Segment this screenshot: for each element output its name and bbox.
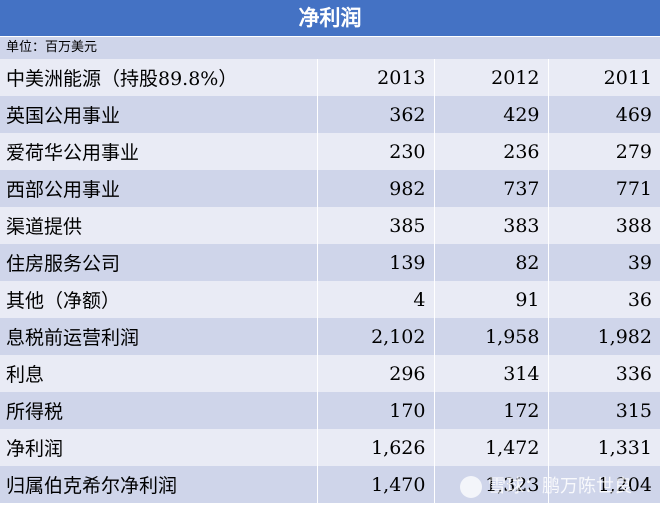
cell-2012: 91 (433, 281, 548, 318)
cell-2013: 139 (316, 244, 434, 281)
cell-2013: 385 (316, 207, 434, 244)
cell-2011: 469 (547, 96, 660, 133)
cell-2013: 1,626 (316, 429, 434, 466)
cell-2013: 982 (316, 170, 434, 207)
row-label: 利息 (0, 355, 317, 392)
cell-2011: 771 (547, 170, 660, 207)
cell-2011: 1,204 (547, 466, 660, 503)
cell-2013: 4 (316, 281, 434, 318)
cell-2011: 36 (547, 281, 660, 318)
cell-2011: 279 (547, 133, 660, 170)
table-title: 净利润 (0, 0, 660, 36)
cell-2013: 2,102 (316, 318, 434, 355)
table-row: 归属伯克希尔净利润 1,470 1,323 1,204 (0, 466, 660, 503)
table-row: 英国公用事业 362 429 469 (0, 96, 660, 133)
cell-2012: 82 (433, 244, 548, 281)
row-label: 净利润 (0, 429, 317, 466)
cell-2013: 170 (316, 392, 434, 429)
year-2013: 2013 (316, 59, 434, 96)
row-label: 归属伯克希尔净利润 (0, 466, 317, 503)
cell-2013: 362 (316, 96, 434, 133)
snowball-logo-icon (460, 476, 482, 498)
cell-2012: 737 (433, 170, 548, 207)
table-row: 爱荷华公用事业 230 236 279 (0, 133, 660, 170)
cell-2012: 1,323 (433, 466, 548, 503)
header-row: 中美洲能源（持股89.8%） 2013 2012 2011 (0, 59, 660, 96)
cell-2011: 336 (547, 355, 660, 392)
row-label: 所得税 (0, 392, 317, 429)
row-label: 息税前运营利润 (0, 318, 317, 355)
table-row: 净利润 1,626 1,472 1,331 (0, 429, 660, 466)
table-row: 其他（净额） 4 91 36 (0, 281, 660, 318)
table-row: 利息 296 314 336 (0, 355, 660, 392)
row-label: 西部公用事业 (0, 170, 317, 207)
cell-2012: 236 (433, 133, 548, 170)
watermark-text: 雪球：鹏万陈世良 (488, 476, 632, 497)
net-income-table: 中美洲能源（持股89.8%） 2013 2012 2011 英国公用事业 362… (0, 59, 660, 503)
watermark: 雪球：鹏万陈世良 (460, 472, 660, 502)
cell-2011: 39 (547, 244, 660, 281)
cell-2013: 1,470 (316, 466, 434, 503)
cell-2012: 1,472 (433, 429, 548, 466)
cell-2011: 388 (547, 207, 660, 244)
header-label: 中美洲能源（持股89.8%） (0, 59, 317, 96)
cell-2013: 230 (316, 133, 434, 170)
unit-label: 单位：百万美元 (0, 37, 660, 59)
table-row: 渠道提供 385 383 388 (0, 207, 660, 244)
row-label: 其他（净额） (0, 281, 317, 318)
table-row: 住房服务公司 139 82 39 (0, 244, 660, 281)
row-label: 渠道提供 (0, 207, 317, 244)
cell-2012: 383 (433, 207, 548, 244)
table-row: 西部公用事业 982 737 771 (0, 170, 660, 207)
year-2012: 2012 (433, 59, 548, 96)
cell-2011: 315 (547, 392, 660, 429)
cell-2012: 429 (433, 96, 548, 133)
cell-2012: 172 (433, 392, 548, 429)
table-row: 息税前运营利润 2,102 1,958 1,982 (0, 318, 660, 355)
table-row: 所得税 170 172 315 (0, 392, 660, 429)
row-label: 住房服务公司 (0, 244, 317, 281)
cell-2012: 314 (433, 355, 548, 392)
cell-2012: 1,958 (433, 318, 548, 355)
cell-2011: 1,982 (547, 318, 660, 355)
cell-2011: 1,331 (547, 429, 660, 466)
cell-2013: 296 (316, 355, 434, 392)
row-label: 英国公用事业 (0, 96, 317, 133)
year-2011: 2011 (547, 59, 660, 96)
row-label: 爱荷华公用事业 (0, 133, 317, 170)
